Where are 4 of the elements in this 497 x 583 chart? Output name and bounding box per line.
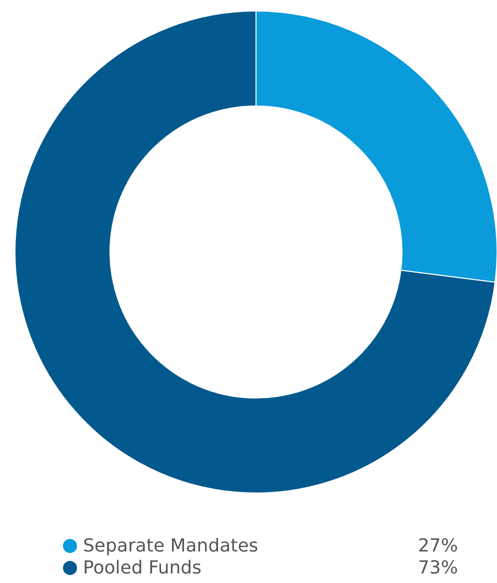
legend-label: Separate Mandates	[83, 536, 258, 556]
legend-label: Pooled Funds	[83, 558, 202, 578]
data-label: 27%	[418, 536, 458, 556]
data-label: 73%	[418, 558, 458, 578]
